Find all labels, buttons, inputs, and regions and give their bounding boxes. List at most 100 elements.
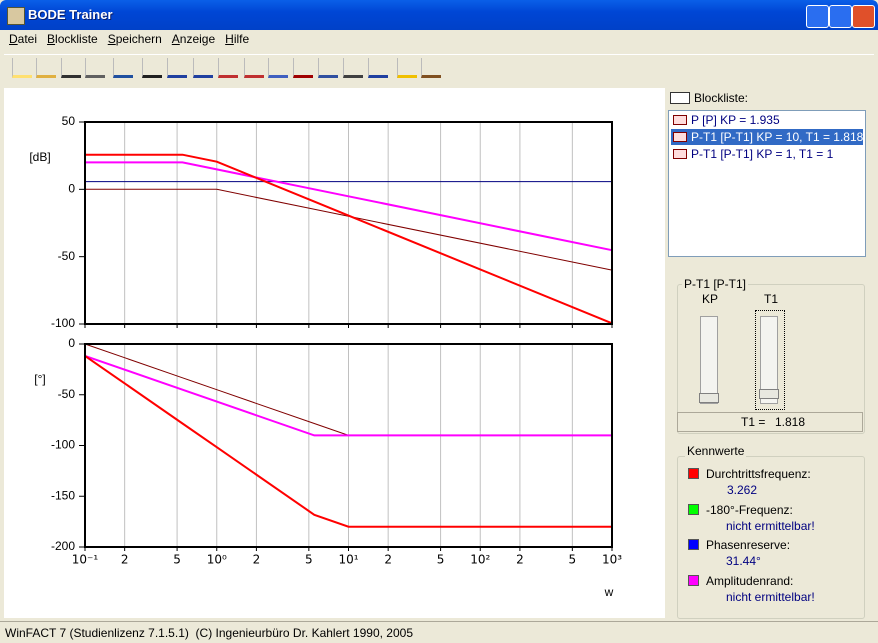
series-line xyxy=(84,355,612,528)
readout xyxy=(677,412,863,432)
x-axis-label: w xyxy=(604,585,614,599)
color-swatch xyxy=(688,539,699,550)
kennwerte-title: Kennwerte xyxy=(685,444,747,458)
readout-value: 1.818 xyxy=(775,415,806,429)
toolbar-button[interactable] xyxy=(268,58,288,78)
block-list-item[interactable]: P [P] KP = 1.935 xyxy=(671,112,863,128)
menu-item[interactable]: Blockliste xyxy=(47,32,98,46)
slider-label: T1 xyxy=(764,292,779,306)
y-tick-label: -150 xyxy=(51,488,75,502)
toolbar-button[interactable] xyxy=(12,58,32,78)
y-tick-label: -100 xyxy=(51,438,75,452)
block-text: P-T1 [P-T1] KP = 10, T1 = 1.818 xyxy=(691,130,864,144)
readout-label: T1 = xyxy=(741,415,766,429)
slider-thumb[interactable] xyxy=(759,389,779,399)
menu-item[interactable]: Datei xyxy=(9,32,38,46)
minimize-button[interactable] xyxy=(806,5,829,28)
y-tick-label: -50 xyxy=(58,249,76,263)
x-tick-label: 10³ xyxy=(602,553,622,567)
plot-frame xyxy=(84,121,613,325)
block-text: P-T1 [P-T1] KP = 1, T1 = 1 xyxy=(691,147,834,161)
kennwert-label: Amplitudenrand: xyxy=(706,573,794,588)
color-swatch xyxy=(688,503,699,515)
block-panel xyxy=(677,284,865,434)
kennwert-label: -180°-Frequenz: xyxy=(706,502,793,517)
title-bar xyxy=(0,0,878,30)
y-tick-label: 0 xyxy=(68,336,75,350)
menu-item[interactable]: Hilfe xyxy=(225,32,250,46)
block-icon xyxy=(673,115,687,125)
t1-slider[interactable] xyxy=(759,316,779,404)
app-icon xyxy=(7,7,25,25)
toolbar xyxy=(4,54,874,85)
kennwert-value: nicht ermittelbar! xyxy=(726,518,815,533)
x-tick-label: 2 xyxy=(516,553,524,567)
kennwert-value: 3.262 xyxy=(727,483,758,497)
toolbar-button[interactable] xyxy=(61,58,81,78)
toolbar-button[interactable] xyxy=(36,58,56,78)
status-bar: WinFACT 7 (Studienlizenz 7.1.5.1) (C) In… xyxy=(0,621,878,643)
menu-item[interactable]: Anzeige xyxy=(171,32,216,46)
toolbar-button[interactable] xyxy=(142,58,162,78)
toolbar-button[interactable] xyxy=(318,58,338,78)
block-list: P [P] KP = 1.935 P-T1 [P-T1] KP = 10, T1 … xyxy=(668,110,866,257)
kennwerte-panel xyxy=(677,456,865,619)
toolbar-button[interactable] xyxy=(85,58,105,78)
x-tick-label: 2 xyxy=(384,553,392,567)
toolbar-button[interactable] xyxy=(193,58,213,78)
x-tick-label: 5 xyxy=(305,553,313,567)
slider-label: KP xyxy=(702,292,719,306)
bode-plot: 50 0 -50 -100 [dB] 10⁻¹ 2 5 10⁰ 2 5 10¹ 2 5 10² 2 5 10³ 0 -… xyxy=(29,114,622,599)
y-axis-label: [°] xyxy=(34,372,45,386)
focus-rect xyxy=(755,310,785,410)
kp-slider[interactable] xyxy=(699,316,719,404)
series-line xyxy=(85,161,613,252)
block-panel-title: P-T1 [P-T1] xyxy=(682,277,749,291)
menu-item[interactable]: Speichern xyxy=(107,32,162,46)
toolbar-button[interactable] xyxy=(113,58,133,78)
blocklist-icon xyxy=(670,92,690,104)
block-icon xyxy=(673,149,687,159)
x-tick-label: 10⁰ xyxy=(207,553,227,567)
toolbar-button[interactable] xyxy=(293,58,313,78)
toolbar-button[interactable] xyxy=(368,58,388,78)
plot-frame xyxy=(84,343,613,548)
slider-thumb[interactable] xyxy=(699,393,719,403)
series-line xyxy=(85,188,613,271)
x-tick-label: 2 xyxy=(253,553,261,567)
y-tick-label: -100 xyxy=(51,316,75,330)
maximize-button[interactable] xyxy=(829,5,852,28)
x-tick-label: 10¹ xyxy=(338,553,358,567)
x-tick-label: 2 xyxy=(121,553,129,567)
close-button[interactable] xyxy=(852,5,875,28)
toolbar-button[interactable] xyxy=(244,58,264,78)
block-icon xyxy=(673,132,687,142)
kennwert-value: 31.44° xyxy=(726,554,761,568)
x-tick-label: 5 xyxy=(173,553,181,567)
x-tick-label: 10² xyxy=(470,553,490,567)
y-tick-label: -50 xyxy=(58,387,76,401)
blocklist-label: Blockliste: xyxy=(694,91,749,105)
toolbar-button[interactable] xyxy=(421,58,441,78)
color-swatch xyxy=(688,574,699,586)
block-list-item[interactable]: P-T1 [P-T1] KP = 10, T1 = 1.818 xyxy=(671,129,863,145)
kennwert-value: nicht ermittelbar! xyxy=(726,589,815,604)
status-text: WinFACT 7 (Studienlizenz 7.1.5.1) (C) In… xyxy=(5,626,413,640)
toolbar-button[interactable] xyxy=(397,58,417,78)
x-tick-label: 5 xyxy=(437,553,445,567)
toolbar-button[interactable] xyxy=(218,58,238,78)
y-tick-label: 50 xyxy=(62,114,76,128)
toolbar-button[interactable] xyxy=(167,58,187,78)
color-swatch xyxy=(688,468,699,479)
kennwert-label: Durchtrittsfrequenz: xyxy=(706,467,811,481)
toolbar-button[interactable] xyxy=(343,58,363,78)
y-tick-label: 0 xyxy=(68,182,75,196)
block-list-item[interactable]: P-T1 [P-T1] KP = 1, T1 = 1 xyxy=(671,146,863,162)
y-tick-label: -200 xyxy=(51,539,75,553)
series-line xyxy=(84,354,612,437)
kennwert-label: Phasenreserve: xyxy=(706,538,791,552)
window-title: BODE Trainer xyxy=(28,7,113,22)
x-tick-label: 5 xyxy=(569,553,577,567)
menu-bar: Datei Blockliste Speichern Anzeige Hilfe xyxy=(4,30,874,48)
